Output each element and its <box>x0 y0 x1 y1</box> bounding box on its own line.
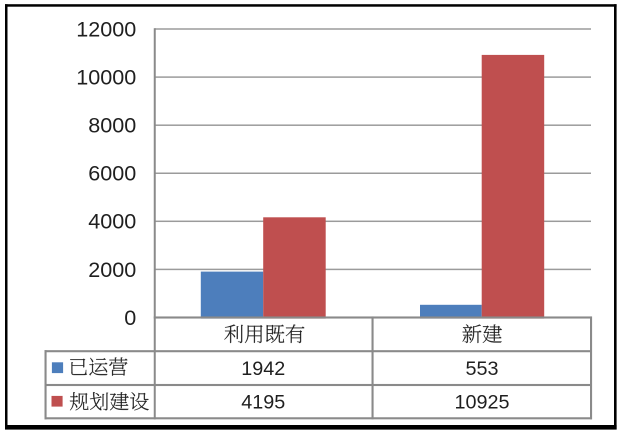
svg-text:1942: 1942 <box>241 358 285 380</box>
svg-text:4000: 4000 <box>88 209 136 234</box>
svg-text:10000: 10000 <box>76 65 136 90</box>
svg-text:2000: 2000 <box>88 257 136 282</box>
svg-text:553: 553 <box>465 358 498 380</box>
svg-text:10925: 10925 <box>454 392 509 414</box>
svg-text:0: 0 <box>124 305 136 330</box>
svg-text:4195: 4195 <box>241 392 285 414</box>
svg-text:6000: 6000 <box>88 161 136 186</box>
svg-text:12000: 12000 <box>76 16 136 41</box>
svg-text:8000: 8000 <box>88 113 136 138</box>
